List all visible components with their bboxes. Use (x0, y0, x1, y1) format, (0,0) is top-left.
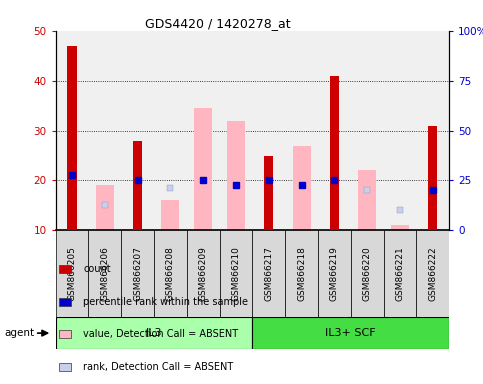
Text: GSM866205: GSM866205 (68, 246, 76, 301)
Text: GSM866222: GSM866222 (428, 246, 437, 301)
Bar (133, 141, 142, 230)
Bar (358, 170, 376, 230)
Bar (187, 230, 220, 317)
Text: rank, Detection Call = ABSENT: rank, Detection Call = ABSENT (83, 362, 233, 372)
Text: agent: agent (5, 328, 35, 338)
Text: GSM866210: GSM866210 (231, 246, 241, 301)
Bar (227, 121, 245, 230)
Text: GSM866218: GSM866218 (297, 246, 306, 301)
Bar (220, 230, 252, 317)
Text: GSM866217: GSM866217 (264, 246, 273, 301)
Bar (285, 230, 318, 317)
Text: GSM866219: GSM866219 (330, 246, 339, 301)
Text: GSM866209: GSM866209 (199, 246, 208, 301)
Bar (252, 230, 285, 317)
Bar (59, 265, 71, 273)
Bar (56, 230, 88, 317)
Bar (330, 76, 339, 230)
Text: GDS4420 / 1420278_at: GDS4420 / 1420278_at (144, 17, 290, 30)
Bar (56, 317, 252, 349)
Text: GSM866220: GSM866220 (363, 246, 372, 301)
Bar (96, 185, 114, 230)
Text: count: count (83, 264, 111, 274)
Bar (194, 108, 212, 230)
Text: GSM866221: GSM866221 (396, 246, 404, 301)
Text: IL3: IL3 (146, 328, 162, 338)
Bar (391, 225, 409, 230)
Bar (264, 156, 273, 230)
Bar (416, 230, 449, 317)
Text: GSM866207: GSM866207 (133, 246, 142, 301)
Bar (293, 146, 311, 230)
Bar (88, 230, 121, 317)
Text: value, Detection Call = ABSENT: value, Detection Call = ABSENT (83, 329, 238, 339)
Bar (154, 230, 187, 317)
Bar (428, 126, 438, 230)
Text: GSM866208: GSM866208 (166, 246, 175, 301)
Text: GSM866206: GSM866206 (100, 246, 109, 301)
Bar (252, 317, 449, 349)
Bar (318, 230, 351, 317)
Bar (59, 331, 71, 338)
Bar (59, 298, 71, 306)
Text: percentile rank within the sample: percentile rank within the sample (83, 297, 248, 307)
Bar (121, 230, 154, 317)
Bar (161, 200, 179, 230)
Bar (67, 46, 76, 230)
Text: IL3+ SCF: IL3+ SCF (326, 328, 376, 338)
Bar (351, 230, 384, 317)
Bar (59, 363, 71, 371)
Bar (384, 230, 416, 317)
